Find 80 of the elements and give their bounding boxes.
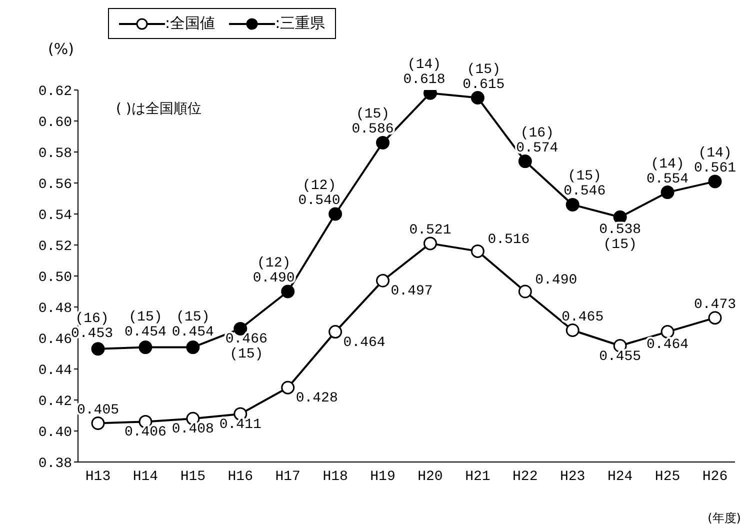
point (613, 210, 627, 224)
data-label: 0.455 (599, 348, 642, 365)
data-label: 0.538 (15) (599, 222, 642, 254)
x-tick-label: H18 (322, 468, 348, 485)
point (281, 284, 295, 298)
point (138, 340, 152, 354)
data-label: 0.406 (124, 424, 166, 441)
legend-label: :全国値 (165, 14, 216, 33)
data-label: (15) 0.454 (172, 309, 214, 340)
y-tick-label: 0.52 (38, 238, 72, 255)
x-tick-label: H13 (85, 468, 111, 485)
x-tick-label: H17 (275, 468, 300, 485)
point (470, 244, 484, 258)
x-tick-label: H21 (465, 468, 490, 485)
point (91, 342, 105, 356)
data-label: (14) 0.561 (694, 145, 736, 176)
data-label: 0.411 (219, 416, 262, 433)
point (328, 207, 342, 221)
data-label: 0.473 (694, 296, 736, 313)
y-tick-label: 0.44 (38, 362, 72, 379)
x-tick-label: H24 (607, 468, 633, 485)
point (470, 91, 484, 104)
point (708, 311, 722, 325)
point (660, 186, 674, 200)
data-label: (15) 0.546 (564, 168, 606, 200)
x-tick-label: H25 (654, 468, 680, 485)
y-tick-label: 0.46 (38, 332, 72, 348)
y-tick-label: 0.40 (38, 424, 72, 441)
data-label: 0.521 (409, 222, 452, 238)
y-tick-label: 0.54 (38, 208, 72, 224)
y-tick-label: 0.60 (38, 114, 72, 131)
x-tick-label: H26 (702, 468, 728, 485)
data-label: 0.408 (172, 422, 214, 438)
point (423, 236, 437, 250)
data-label: (15) 0.615 (462, 62, 505, 93)
y-tick-label: 0.42 (38, 394, 72, 410)
data-label: 0.465 (562, 309, 604, 326)
point (91, 416, 105, 430)
point (328, 325, 342, 339)
data-label: 0.466 (15) (225, 332, 268, 363)
y-tick-label: 0.58 (38, 146, 72, 162)
data-label: (16) 0.574 (516, 125, 558, 156)
point (186, 340, 200, 354)
annotation: ( )は全国順位 (116, 100, 202, 118)
x-tick-label: H16 (228, 468, 253, 485)
x-tick-label: H15 (180, 468, 206, 485)
data-label: (15) 0.454 (124, 309, 166, 340)
y-tick-label: 0.62 (38, 84, 72, 100)
y-tick-label: 0.56 (38, 176, 72, 193)
data-label: 0.428 (296, 390, 338, 407)
x-axis-title: (年度) (708, 510, 741, 527)
x-tick-label: H14 (132, 468, 158, 485)
data-label: 0.497 (390, 284, 433, 300)
point (376, 274, 390, 288)
y-tick-label: 0.50 (38, 270, 72, 286)
y-axis-title: (%) (48, 40, 74, 58)
data-label: (15) 0.586 (352, 106, 394, 138)
point (708, 174, 722, 188)
point (566, 324, 580, 337)
point (518, 284, 532, 298)
legend-label: :三重県 (275, 14, 326, 33)
data-label: (12) 0.490 (252, 256, 295, 286)
point (281, 380, 295, 394)
data-label: 0.516 (488, 232, 530, 248)
point (660, 325, 674, 339)
point (518, 154, 532, 168)
data-label: (14) 0.554 (646, 156, 689, 188)
x-tick-label: H20 (418, 468, 443, 485)
y-tick-label: 0.38 (38, 456, 72, 472)
x-tick-label: H22 (512, 468, 538, 485)
y-tick-label: 0.48 (38, 300, 72, 317)
data-label: (12) 0.540 (298, 178, 340, 209)
data-label: (14) 0.618 (403, 57, 446, 88)
data-label: 0.490 (535, 272, 578, 288)
data-label: 0.464 (646, 336, 689, 353)
x-tick-label: H19 (370, 468, 396, 485)
data-label: 0.464 (343, 334, 386, 351)
point (566, 198, 580, 212)
point (376, 136, 390, 150)
x-tick-label: H23 (560, 468, 586, 485)
